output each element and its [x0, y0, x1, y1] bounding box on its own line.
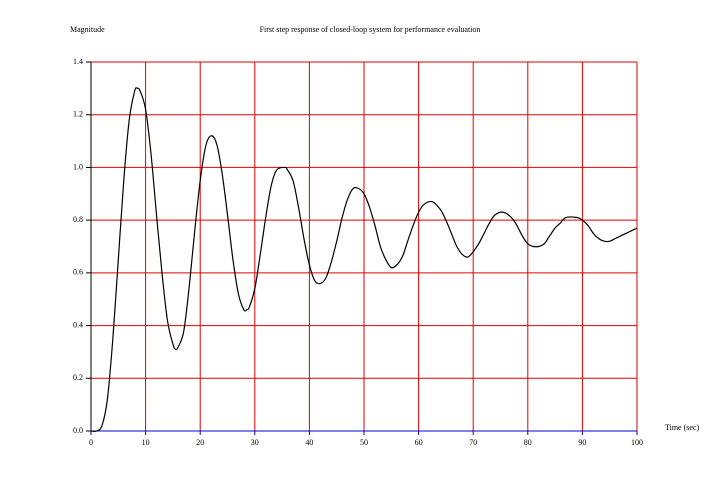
x-tick-label: 30: [251, 438, 259, 447]
x-tick-label: 10: [142, 438, 150, 447]
y-tick-label: 0.0: [73, 426, 83, 435]
x-tick-label: 50: [360, 438, 368, 447]
x-tick-label: 90: [578, 438, 586, 447]
y-tick-label: 1.4: [73, 57, 83, 66]
x-tick-label: 100: [631, 438, 643, 447]
y-tick-label: 0.2: [73, 373, 83, 382]
x-tick-label: 20: [196, 438, 204, 447]
y-tick-label: 1.2: [73, 110, 83, 119]
y-tick-label: 1.0: [73, 162, 83, 171]
chart-title: First step response of closed-loop syste…: [260, 25, 481, 34]
y-tick-label: 0.6: [73, 268, 83, 277]
line-series: [90, 87, 638, 432]
x-tick-label: 0: [89, 438, 93, 447]
x-tick-label: 70: [469, 438, 477, 447]
y-axis-label: Magnitude: [70, 25, 105, 34]
y-tick-label: 0.4: [73, 320, 83, 329]
x-tick-label: 60: [415, 438, 423, 447]
x-tick-label: 40: [305, 438, 313, 447]
x-axis-label: Time (sec): [665, 423, 699, 432]
x-tick-label: 80: [524, 438, 532, 447]
y-tick-label: 0.8: [73, 215, 83, 224]
